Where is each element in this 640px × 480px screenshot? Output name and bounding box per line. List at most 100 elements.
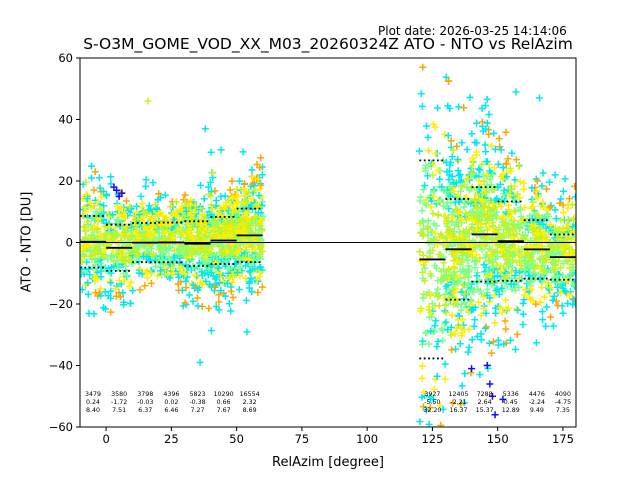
data-point bbox=[554, 257, 562, 265]
bin-mean-label: -1.72 bbox=[111, 399, 127, 406]
data-point bbox=[487, 271, 495, 279]
data-point bbox=[520, 185, 528, 193]
data-point bbox=[246, 278, 254, 286]
data-point bbox=[98, 193, 106, 201]
data-point bbox=[212, 202, 220, 210]
data-point bbox=[186, 211, 194, 219]
data-point bbox=[149, 223, 157, 231]
data-point bbox=[547, 221, 555, 229]
data-point bbox=[478, 118, 486, 126]
data-point bbox=[438, 325, 446, 333]
data-point bbox=[559, 309, 567, 317]
data-point bbox=[463, 145, 471, 153]
data-point bbox=[255, 174, 263, 182]
y-tick-label: 20 bbox=[58, 174, 73, 188]
data-point bbox=[80, 251, 88, 259]
data-point bbox=[539, 220, 547, 228]
data-point bbox=[557, 216, 565, 224]
data-point bbox=[424, 217, 432, 225]
data-point bbox=[516, 224, 524, 232]
data-point bbox=[112, 229, 120, 237]
data-point bbox=[467, 185, 475, 193]
data-point bbox=[492, 309, 500, 317]
data-point bbox=[450, 289, 458, 297]
data-point bbox=[516, 194, 524, 202]
data-point bbox=[515, 283, 523, 291]
data-point bbox=[517, 261, 525, 269]
data-point bbox=[186, 201, 194, 209]
data-point bbox=[450, 187, 458, 195]
data-point bbox=[80, 286, 86, 294]
data-point bbox=[166, 220, 174, 228]
data-point bbox=[504, 206, 512, 214]
data-point bbox=[159, 248, 167, 256]
data-point bbox=[143, 209, 151, 217]
data-point bbox=[226, 246, 234, 254]
data-point bbox=[256, 164, 264, 172]
data-point bbox=[499, 164, 507, 172]
data-point bbox=[424, 172, 432, 180]
bin-count-label: 3798 bbox=[137, 391, 153, 398]
data-point bbox=[506, 185, 514, 193]
data-point bbox=[505, 251, 513, 259]
data-point bbox=[246, 224, 254, 232]
data-point bbox=[447, 331, 455, 339]
data-point bbox=[502, 128, 510, 136]
data-point bbox=[148, 251, 156, 259]
data-point bbox=[111, 233, 119, 241]
data-point bbox=[552, 297, 560, 305]
data-point bbox=[222, 227, 230, 235]
data-point bbox=[228, 278, 236, 286]
data-point bbox=[428, 300, 436, 308]
data-point bbox=[489, 200, 497, 208]
data-point bbox=[542, 224, 550, 232]
data-point bbox=[241, 180, 249, 188]
data-point bbox=[245, 188, 253, 196]
bin-mean-label: -2.24 bbox=[529, 399, 545, 406]
data-point bbox=[420, 388, 428, 396]
data-point bbox=[448, 285, 456, 293]
data-point bbox=[508, 149, 516, 157]
data-point bbox=[491, 411, 499, 419]
data-point bbox=[144, 97, 152, 105]
data-point bbox=[171, 247, 179, 255]
data-point bbox=[508, 285, 516, 293]
data-point bbox=[142, 176, 150, 184]
data-point bbox=[497, 146, 505, 154]
data-point bbox=[186, 253, 194, 261]
data-point bbox=[478, 161, 486, 169]
data-point bbox=[457, 183, 465, 191]
data-point bbox=[529, 198, 537, 206]
data-point bbox=[559, 187, 567, 195]
data-point bbox=[487, 213, 495, 221]
data-point bbox=[112, 285, 120, 293]
y-tick-label: 0 bbox=[66, 236, 73, 250]
bin-std-label: 7.51 bbox=[112, 407, 126, 414]
data-point bbox=[112, 292, 120, 300]
data-point bbox=[434, 198, 442, 206]
data-point bbox=[538, 182, 546, 190]
data-point bbox=[107, 308, 115, 316]
data-point bbox=[516, 251, 524, 259]
data-point bbox=[468, 223, 476, 231]
data-point bbox=[485, 224, 493, 232]
data-point bbox=[221, 205, 229, 213]
data-point bbox=[421, 182, 429, 190]
data-point bbox=[242, 246, 250, 254]
data-point bbox=[209, 169, 217, 177]
data-point bbox=[500, 340, 508, 348]
x-tick-label: 100 bbox=[356, 432, 378, 446]
data-point bbox=[114, 250, 122, 258]
data-point bbox=[441, 301, 449, 309]
data-point bbox=[196, 246, 204, 254]
data-point bbox=[511, 286, 519, 294]
data-point bbox=[492, 255, 500, 263]
data-point bbox=[198, 211, 206, 219]
data-point bbox=[471, 316, 479, 324]
data-point bbox=[148, 215, 156, 223]
data-point bbox=[533, 177, 541, 185]
y-tick-label: −20 bbox=[49, 297, 73, 311]
data-point bbox=[433, 372, 441, 380]
data-point bbox=[83, 217, 91, 225]
data-point bbox=[482, 148, 490, 156]
